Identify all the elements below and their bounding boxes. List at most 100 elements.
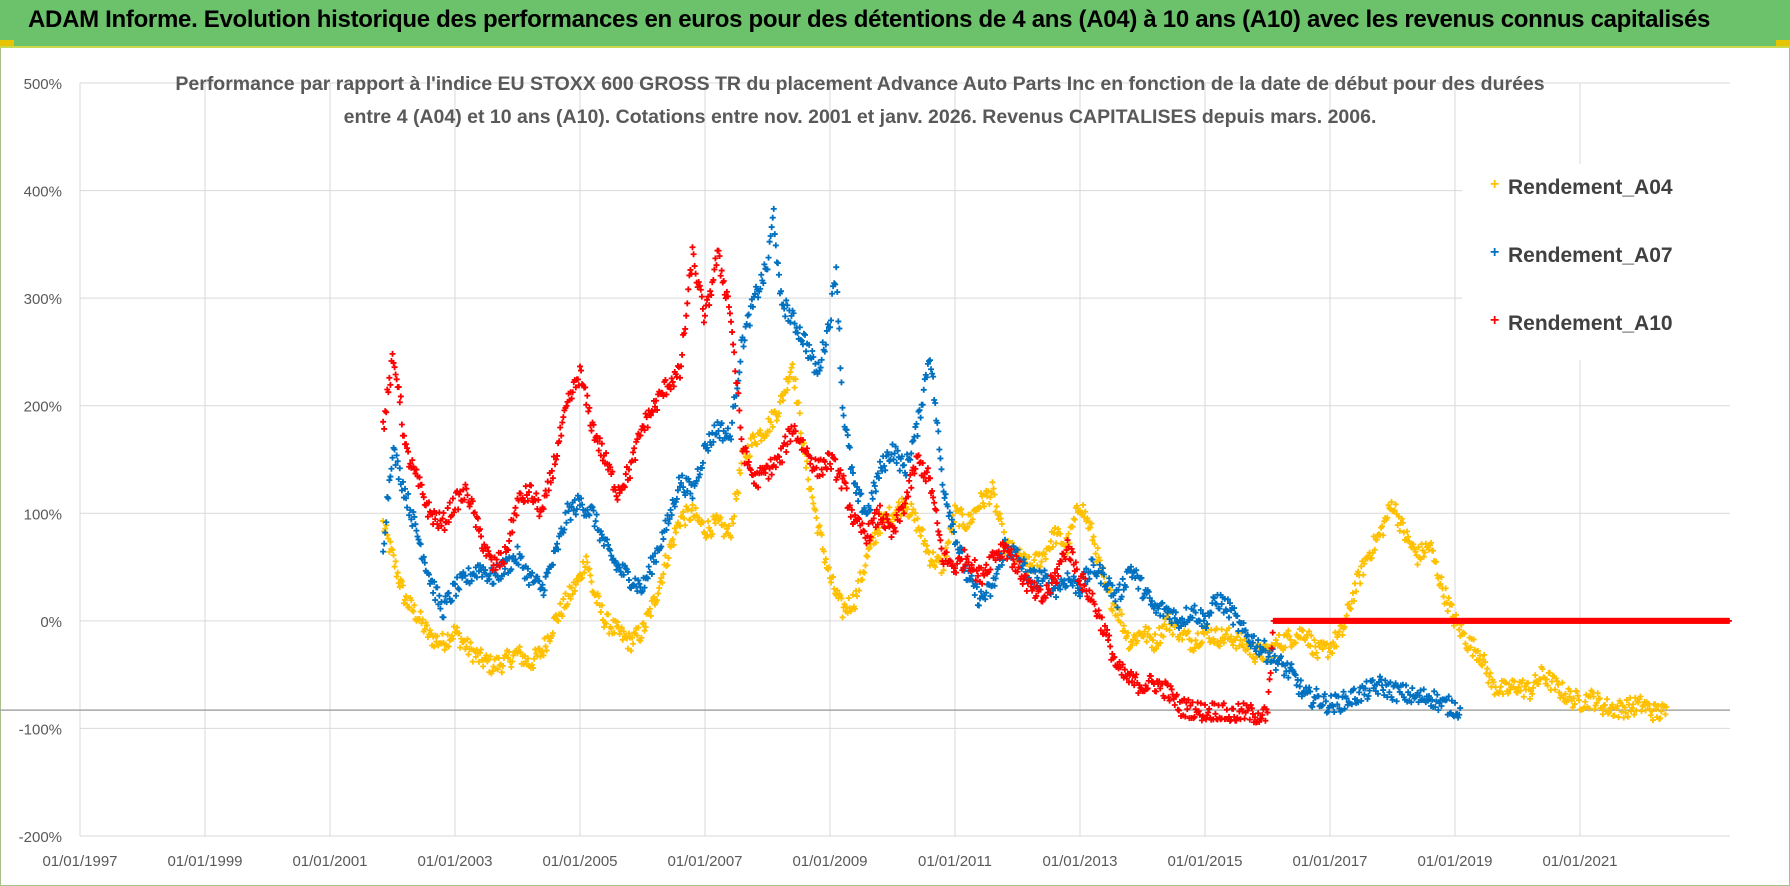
point-Rendement_A07 [408, 516, 415, 523]
legend-marker-a07: + [1490, 244, 1500, 261]
point-Rendement_A07 [1365, 693, 1372, 700]
point-Rendement_A04 [568, 584, 575, 591]
point-Rendement_A07 [898, 453, 905, 460]
point-Rendement_A04 [1403, 537, 1410, 544]
point-Rendement_A07 [1240, 619, 1247, 626]
point-Rendement_A07 [1140, 594, 1147, 601]
point-Rendement_A04 [1062, 542, 1069, 549]
point-Rendement_A04 [1287, 636, 1294, 643]
point-Rendement_A10 [1089, 590, 1096, 597]
point-Rendement_A04 [895, 499, 902, 506]
point-Rendement_A04 [1469, 652, 1476, 659]
point-Rendement_A10 [1255, 710, 1262, 717]
point-Rendement_A04 [1052, 525, 1058, 532]
point-Rendement_A04 [1084, 515, 1091, 522]
point-Rendement_A04 [587, 572, 594, 579]
point-Rendement_A10 [524, 497, 531, 504]
point-Rendement_A10 [486, 551, 493, 558]
point-Rendement_A04 [1417, 556, 1424, 563]
point-Rendement_A04 [1621, 704, 1628, 711]
point-Rendement_A04 [808, 485, 815, 492]
point-Rendement_A04 [1088, 520, 1095, 527]
point-Rendement_A04 [1499, 691, 1506, 698]
point-Rendement_A07 [1183, 604, 1190, 611]
point-Rendement_A04 [725, 523, 732, 530]
point-Rendement_A04 [403, 593, 410, 600]
point-Rendement_A07 [818, 356, 825, 363]
point-Rendement_A10 [683, 312, 690, 319]
point-Rendement_A04 [1594, 690, 1601, 697]
point-Rendement_A04 [1191, 645, 1198, 652]
point-Rendement_A04 [546, 638, 553, 645]
point-Rendement_A07 [1338, 707, 1345, 714]
point-Rendement_A07 [686, 478, 693, 485]
point-Rendement_A10 [395, 383, 402, 390]
point-Rendement_A10 [766, 465, 773, 472]
point-Rendement_A04 [1360, 571, 1367, 578]
point-Rendement_A10 [536, 513, 543, 520]
point-Rendement_A10 [1263, 706, 1270, 713]
point-Rendement_A04 [737, 470, 744, 477]
point-Rendement_A07 [971, 592, 978, 599]
point-Rendement_A04 [1517, 687, 1524, 694]
point-Rendement_A07 [1225, 614, 1232, 621]
point-Rendement_A04 [747, 435, 754, 442]
point-Rendement_A10 [1046, 589, 1053, 596]
point-Rendement_A04 [861, 569, 868, 576]
point-Rendement_A07 [617, 568, 624, 575]
point-Rendement_A10 [1082, 575, 1089, 582]
point-Rendement_A04 [1652, 701, 1658, 708]
point-Rendement_A07 [1271, 652, 1278, 659]
point-Rendement_A07 [515, 561, 522, 568]
point-Rendement_A10 [682, 325, 689, 332]
point-Rendement_A04 [818, 531, 825, 538]
point-Rendement_A04 [803, 464, 810, 471]
point-Rendement_A10 [1249, 710, 1256, 717]
point-Rendement_A10 [540, 506, 547, 513]
point-Rendement_A10 [1175, 707, 1182, 714]
point-Rendement_A04 [542, 643, 549, 650]
point-Rendement_A07 [764, 266, 771, 273]
point-Rendement_A07 [844, 432, 851, 439]
point-Rendement_A10 [922, 478, 929, 485]
point-Rendement_A07 [1216, 605, 1223, 612]
point-Rendement_A04 [1038, 558, 1045, 565]
point-Rendement_A07 [1382, 677, 1389, 684]
point-Rendement_A07 [1128, 563, 1135, 570]
point-Rendement_A10 [497, 550, 504, 557]
point-Rendement_A10 [500, 560, 507, 567]
point-Rendement_A10 [884, 516, 891, 523]
point-Rendement_A04 [562, 590, 569, 597]
point-Rendement_A10 [630, 449, 637, 456]
point-Rendement_A04 [910, 506, 917, 513]
point-Rendement_A04 [555, 617, 562, 624]
point-Rendement_A04 [1428, 539, 1435, 546]
point-Rendement_A07 [682, 492, 689, 499]
point-Rendement_A07 [983, 589, 990, 596]
point-Rendement_A10 [1269, 629, 1276, 636]
point-Rendement_A07 [1297, 677, 1304, 684]
point-Rendement_A10 [741, 460, 748, 467]
point-Rendement_A07 [1429, 696, 1436, 703]
point-Rendement_A07 [1145, 588, 1152, 595]
point-Rendement_A10 [444, 505, 451, 512]
point-Rendement_A07 [798, 337, 805, 344]
point-Rendement_A10 [947, 558, 954, 565]
point-Rendement_A04 [993, 503, 1000, 510]
point-Rendement_A07 [753, 283, 760, 290]
point-Rendement_A10 [1173, 691, 1180, 698]
point-Rendement_A04 [1053, 540, 1060, 547]
point-Rendement_A07 [689, 495, 696, 502]
point-Rendement_A04 [421, 626, 428, 633]
point-Rendement_A07 [836, 325, 843, 332]
point-Rendement_A07 [752, 290, 758, 297]
point-Rendement_A07 [821, 348, 828, 355]
point-Rendement_A07 [817, 364, 824, 371]
point-Rendement_A07 [674, 487, 681, 494]
point-Rendement_A07 [938, 466, 945, 473]
point-Rendement_A04 [845, 595, 852, 602]
point-Rendement_A07 [858, 490, 865, 497]
point-Rendement_A10 [1125, 679, 1132, 686]
point-Rendement_A10 [1081, 582, 1088, 589]
point-Rendement_A04 [928, 557, 935, 564]
